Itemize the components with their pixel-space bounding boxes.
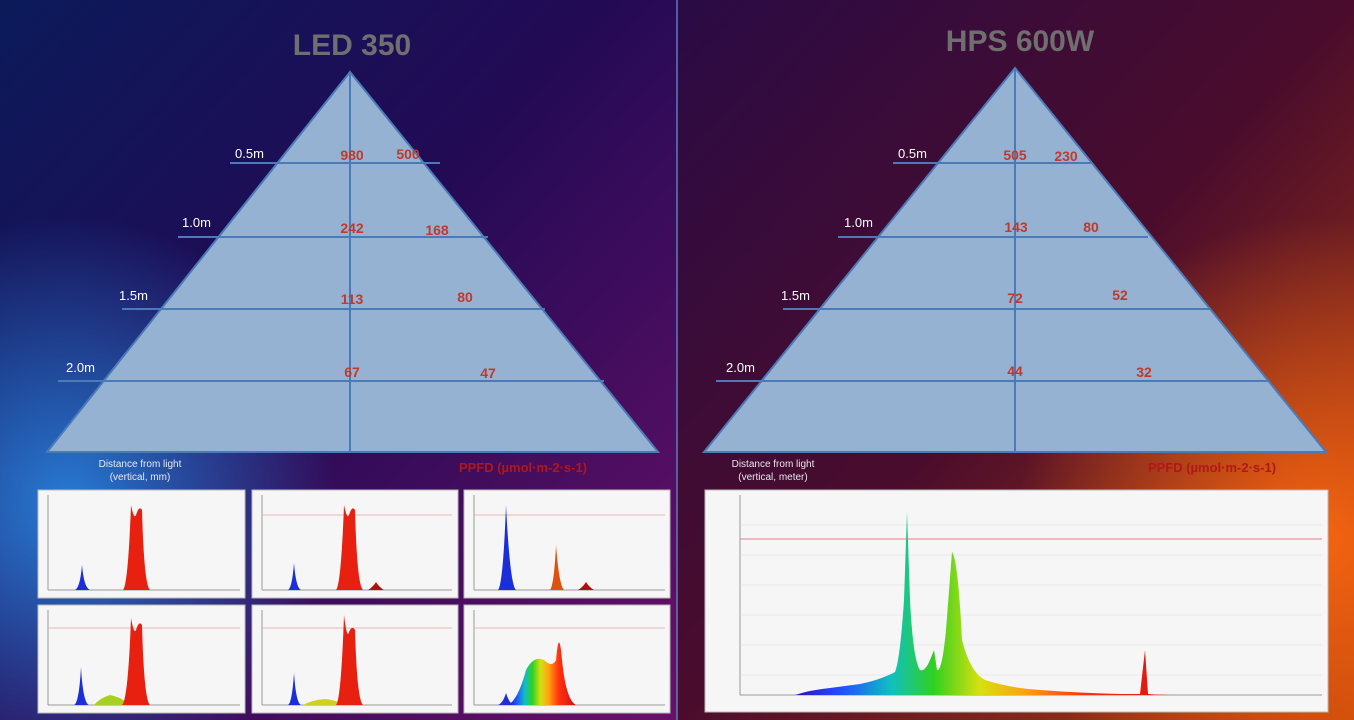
left-center-value-0: 980 bbox=[340, 147, 364, 163]
hps-spectrum bbox=[704, 489, 1329, 713]
right-distance-2: 1.5m bbox=[781, 288, 810, 303]
led-spectrum-1 bbox=[37, 489, 246, 599]
right-title: HPS 600W bbox=[946, 25, 1095, 58]
led-spectrum-4 bbox=[37, 604, 246, 714]
right-distance-caption-line2: (vertical, meter) bbox=[738, 472, 807, 483]
left-distance-2: 1.5m bbox=[119, 288, 148, 303]
left-center-value-3: 67 bbox=[344, 364, 360, 380]
left-distance-0: 0.5m bbox=[235, 146, 264, 161]
right-distance-3: 2.0m bbox=[726, 360, 755, 375]
right-side-value-1: 80 bbox=[1083, 219, 1099, 235]
left-distance-caption-line1: Distance from light bbox=[99, 459, 182, 470]
right-panel: HPS 600W 0.5m 1.0m 1.5m 2.0m 505 230 143… bbox=[701, 25, 1329, 713]
right-center-value-2: 72 bbox=[1007, 290, 1023, 306]
right-side-value-3: 32 bbox=[1136, 364, 1152, 380]
led-spectrum-6 bbox=[463, 604, 671, 714]
right-distance-0: 0.5m bbox=[898, 146, 927, 161]
right-center-value-0: 505 bbox=[1003, 147, 1027, 163]
led-spectrum-5 bbox=[251, 604, 459, 714]
right-side-value-0: 230 bbox=[1054, 148, 1078, 164]
left-panel: LED 350 0.5m 1.0m 1.5m 2.0m 980 500 242 … bbox=[37, 29, 671, 714]
left-side-value-1: 168 bbox=[425, 222, 449, 238]
left-distance-3: 2.0m bbox=[66, 360, 95, 375]
right-center-value-1: 143 bbox=[1004, 219, 1028, 235]
right-ppfd-label: PPFD (µmol·m-2·s-1) bbox=[1148, 460, 1276, 475]
left-side-value-0: 500 bbox=[396, 146, 420, 162]
left-side-value-3: 47 bbox=[480, 365, 496, 381]
led-spectrum-grid bbox=[37, 489, 671, 714]
left-ppfd-label: PPFD (µmol·m-2·s-1) bbox=[459, 460, 587, 475]
left-distance-caption-line2: (vertical, mm) bbox=[110, 472, 171, 483]
led-spectrum-3 bbox=[463, 489, 671, 599]
left-distance-1: 1.0m bbox=[182, 215, 211, 230]
left-center-value-2: 113 bbox=[341, 291, 364, 307]
left-pyramid bbox=[44, 70, 661, 453]
left-side-value-2: 80 bbox=[457, 289, 473, 305]
right-center-value-3: 44 bbox=[1007, 363, 1023, 379]
right-side-value-2: 52 bbox=[1112, 287, 1128, 303]
right-distance-1: 1.0m bbox=[844, 215, 873, 230]
right-distance-caption-line1: Distance from light bbox=[732, 459, 815, 470]
led-spectrum-2 bbox=[251, 489, 459, 599]
left-title: LED 350 bbox=[293, 29, 411, 62]
left-center-value-1: 242 bbox=[340, 220, 364, 236]
